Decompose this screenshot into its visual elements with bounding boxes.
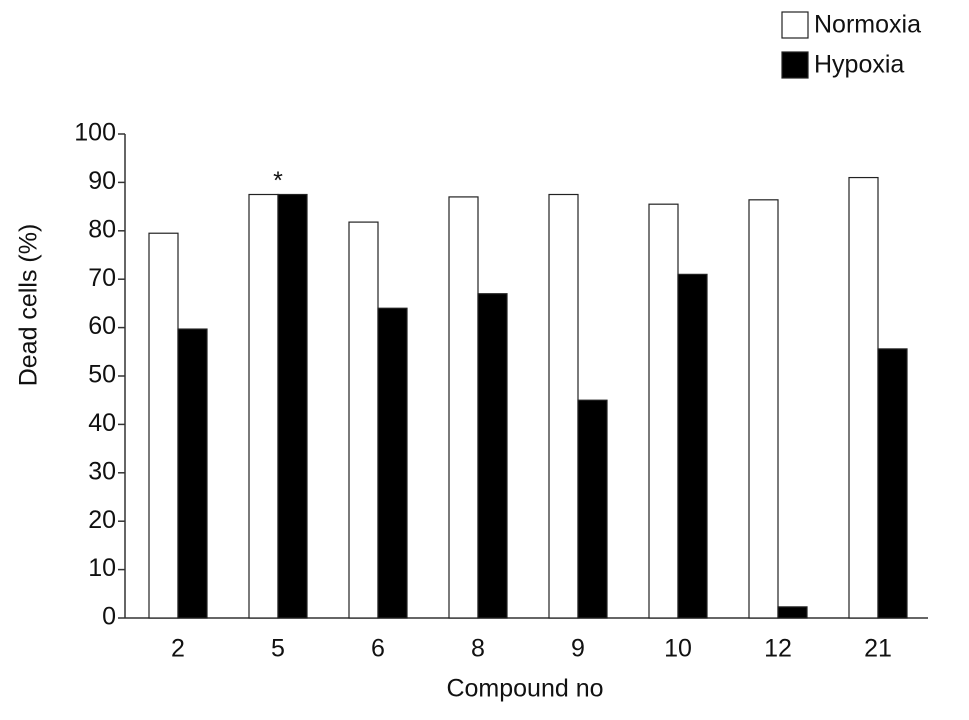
- bar: [477, 293, 508, 619]
- bar: [648, 203, 679, 619]
- x-tick-label: 8: [471, 635, 485, 663]
- y-axis-title: Dead cells (%): [15, 224, 43, 387]
- y-tick-label: 90: [88, 167, 116, 195]
- bar: [348, 221, 379, 619]
- y-tick-label: 70: [88, 264, 116, 292]
- bar: [248, 193, 279, 619]
- y-tick-label: 80: [88, 215, 116, 243]
- bar: [377, 307, 408, 619]
- x-tick-label: 5: [271, 635, 285, 663]
- x-tick-label: 12: [764, 635, 792, 663]
- y-tick-label: 100: [74, 119, 116, 147]
- y-tick-label: 50: [88, 361, 116, 389]
- bar: [848, 176, 879, 619]
- y-tick-label: 40: [88, 409, 116, 437]
- x-tick-label: 10: [664, 635, 692, 663]
- legend-label: Hypoxia: [814, 51, 904, 79]
- y-tick-label: 10: [88, 554, 116, 582]
- bar: [877, 348, 908, 619]
- bar: [677, 273, 708, 619]
- y-tick-label: 30: [88, 457, 116, 485]
- legend-swatch: [781, 51, 809, 79]
- x-tick-label: 21: [864, 635, 892, 663]
- x-tick-label: 6: [371, 635, 385, 663]
- bar: [577, 399, 608, 619]
- x-tick-label: 9: [571, 635, 585, 663]
- y-tick-label: 60: [88, 312, 116, 340]
- bar: [448, 196, 479, 619]
- x-axis-title: Compound no: [446, 675, 603, 703]
- annotation: *: [273, 167, 283, 195]
- bar: [548, 193, 579, 619]
- legend-swatch: [781, 11, 809, 39]
- y-tick-label: 0: [102, 603, 116, 631]
- y-tick-label: 20: [88, 506, 116, 534]
- x-tick-label: 2: [171, 635, 185, 663]
- bar: [177, 328, 208, 619]
- bar: [777, 606, 808, 619]
- bar: [148, 232, 179, 619]
- bar: [277, 193, 308, 619]
- legend-label: Normoxia: [814, 11, 921, 39]
- bar: [748, 199, 779, 619]
